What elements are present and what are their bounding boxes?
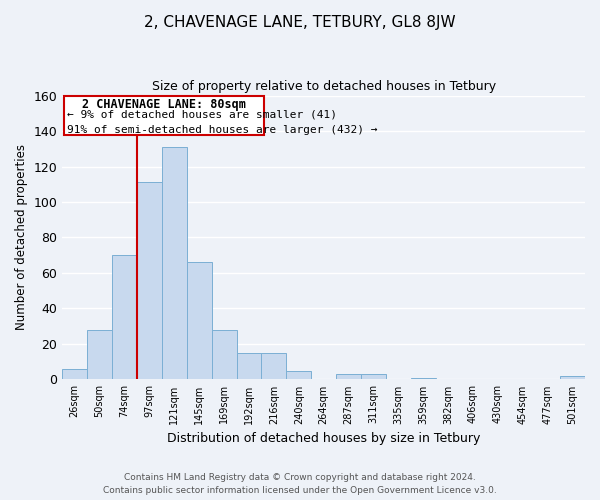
Y-axis label: Number of detached properties: Number of detached properties xyxy=(15,144,28,330)
Bar xyxy=(560,376,585,380)
Bar xyxy=(137,182,162,380)
Text: ← 9% of detached houses are smaller (41): ← 9% of detached houses are smaller (41) xyxy=(67,110,337,120)
FancyBboxPatch shape xyxy=(64,96,264,134)
Title: Size of property relative to detached houses in Tetbury: Size of property relative to detached ho… xyxy=(152,80,496,93)
Text: Contains HM Land Registry data © Crown copyright and database right 2024.
Contai: Contains HM Land Registry data © Crown c… xyxy=(103,474,497,495)
Bar xyxy=(411,378,436,380)
Bar xyxy=(286,370,311,380)
Text: 91% of semi-detached houses are larger (432) →: 91% of semi-detached houses are larger (… xyxy=(67,125,378,135)
X-axis label: Distribution of detached houses by size in Tetbury: Distribution of detached houses by size … xyxy=(167,432,481,445)
Bar xyxy=(336,374,361,380)
Bar xyxy=(162,147,187,380)
Text: 2 CHAVENAGE LANE: 80sqm: 2 CHAVENAGE LANE: 80sqm xyxy=(82,98,245,111)
Bar xyxy=(187,262,212,380)
Bar xyxy=(236,353,262,380)
Text: 2, CHAVENAGE LANE, TETBURY, GL8 8JW: 2, CHAVENAGE LANE, TETBURY, GL8 8JW xyxy=(144,15,456,30)
Bar xyxy=(262,353,286,380)
Bar xyxy=(112,255,137,380)
Bar xyxy=(87,330,112,380)
Bar xyxy=(212,330,236,380)
Bar xyxy=(361,374,386,380)
Bar xyxy=(62,369,87,380)
